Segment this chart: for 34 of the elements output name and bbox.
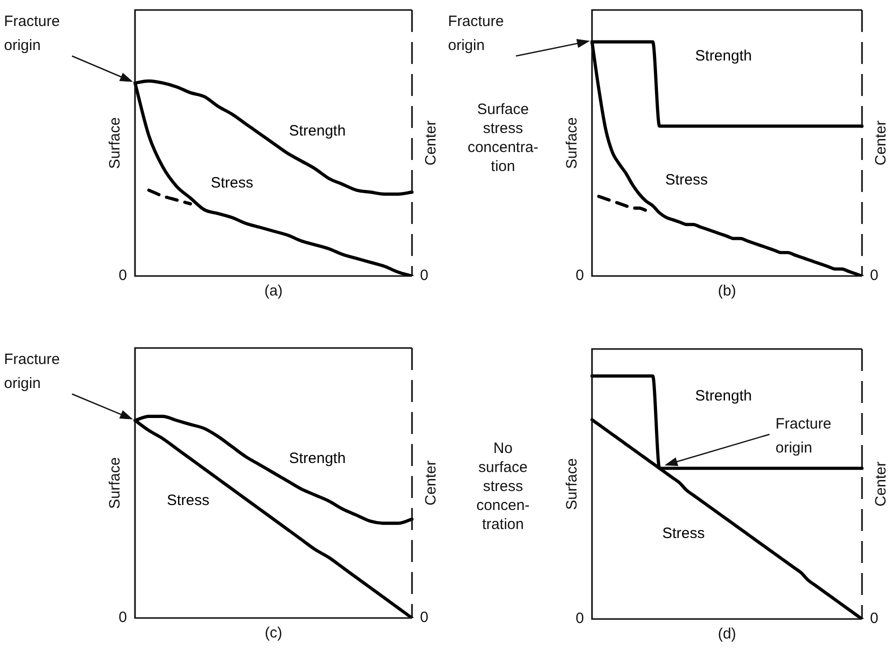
text: 0 [420, 267, 428, 284]
text: 0 [870, 267, 878, 284]
text: No surface stress concen- tration [475, 439, 531, 534]
x-axis-title: (a) [264, 282, 283, 300]
text: Fracture origin [4, 351, 60, 392]
y-axis-title: Surface [564, 117, 581, 169]
text: Strength [695, 47, 752, 64]
series-label: Stress [662, 524, 705, 542]
text: 0 [576, 610, 584, 628]
y-axis-title: Surface [564, 458, 581, 510]
series-label: Stress [210, 174, 254, 192]
text: 0 [118, 609, 127, 626]
series-label: Strength [288, 450, 346, 468]
x-axis-title: (d) [718, 626, 736, 643]
text: 0 [118, 267, 127, 284]
y-axis-title: Surface [106, 457, 124, 509]
x-axis-title: (c) [264, 624, 282, 642]
text: 0 [870, 610, 878, 628]
text: Fracture origin [448, 13, 504, 54]
text: 0 [576, 267, 584, 284]
y2-axis-title: Center [422, 460, 440, 506]
series-label: Stress [665, 172, 708, 189]
y-axis-title: Surface [106, 117, 124, 169]
text: Strength [695, 387, 752, 404]
x-axis-title: (b) [718, 282, 736, 300]
text: Fracture origin [4, 13, 60, 54]
y2-axis-title: Center [422, 120, 440, 166]
text: Surface stress concentra- tion [466, 100, 540, 176]
y2-axis-title: Center [872, 120, 888, 166]
series-label: Strength [288, 122, 346, 140]
y2-axis-title: Center [872, 461, 888, 507]
series-label: Stress [166, 492, 210, 510]
annotation: Fracture origin [776, 415, 832, 456]
text: 0 [420, 609, 428, 626]
